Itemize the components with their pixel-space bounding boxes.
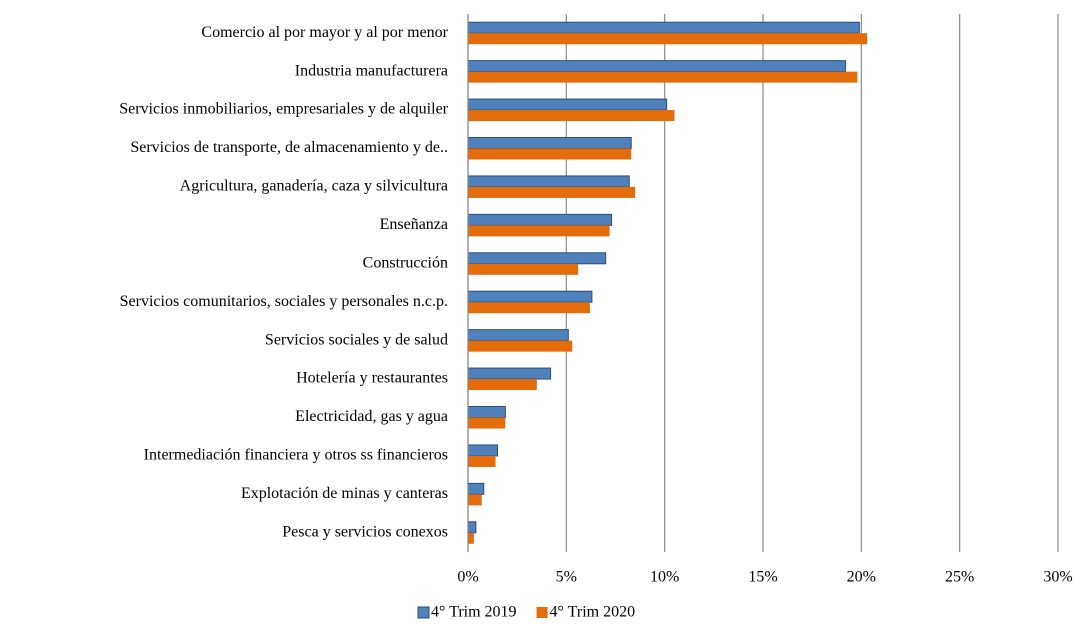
- x-tick-label: 25%: [945, 569, 974, 586]
- y-tick-label: Agricultura, ganadería, caza y silvicult…: [180, 178, 448, 195]
- y-tick-label: Servicios inmobiliarios, empresariales y…: [119, 101, 448, 118]
- y-tick-label: Industria manufacturera: [295, 62, 448, 79]
- bar: [468, 417, 506, 429]
- bar: [468, 379, 537, 391]
- bar: [467, 21, 860, 34]
- y-tick-label: Enseñanza: [380, 216, 448, 233]
- y-tick-label: Intermediación financiera y otros ss fin…: [144, 447, 448, 464]
- y-tick-label: Servicios comunitarios, sociales y perso…: [120, 293, 448, 310]
- bar: [468, 532, 474, 544]
- bar: [467, 444, 498, 457]
- bar: [467, 137, 632, 149]
- bar: [468, 71, 858, 83]
- bar: [468, 33, 868, 45]
- y-tick-label: Electricidad, gas y agua: [295, 408, 448, 425]
- x-tick-label: 5%: [556, 569, 577, 586]
- y-tick-label: Pesca y servicios conexos: [282, 523, 448, 540]
- bar: [468, 302, 590, 314]
- bar: [467, 329, 569, 342]
- bar: [468, 494, 482, 506]
- bar: [467, 482, 485, 495]
- bar: [468, 148, 632, 160]
- x-tick-label: 20%: [847, 569, 876, 586]
- bar: [468, 263, 579, 275]
- legend-swatch: [536, 607, 548, 618]
- y-tick-label: Explotación de minas y canteras: [241, 485, 448, 502]
- y-tick-label: Hotelería y restaurantes: [296, 370, 448, 387]
- legend-label: 4° Trim 2019: [431, 604, 517, 621]
- bar: [468, 110, 675, 122]
- bar: [468, 186, 636, 198]
- y-tick-label: Servicios sociales y de salud: [265, 331, 448, 348]
- x-tick-label: 15%: [748, 569, 777, 586]
- bar: [468, 225, 610, 237]
- bar: [467, 367, 552, 380]
- bar: [467, 213, 613, 226]
- legend-swatch: [417, 606, 430, 619]
- bar: [467, 521, 477, 534]
- bar: [467, 406, 506, 418]
- legend-label: 4° Trim 2020: [550, 604, 636, 621]
- bar: [468, 455, 496, 467]
- x-tick-label: 0%: [457, 569, 478, 586]
- x-tick-label: 10%: [650, 569, 679, 586]
- bar: [467, 98, 668, 111]
- x-tick-label: 30%: [1043, 569, 1072, 586]
- bar: [467, 60, 847, 73]
- bar: [468, 340, 573, 352]
- bar: [467, 290, 593, 303]
- y-tick-label: Servicios de transporte, de almacenamien…: [130, 139, 448, 156]
- bar: [467, 252, 607, 265]
- y-tick-label: Comercio al por mayor y al por menor: [201, 24, 448, 41]
- y-tick-label: Construcción: [363, 254, 448, 271]
- bar: [467, 175, 630, 188]
